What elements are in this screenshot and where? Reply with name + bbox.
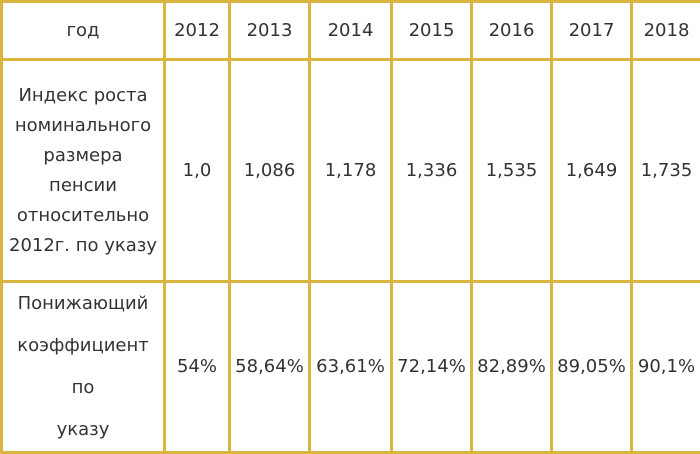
row-label: Индекс роста номинального размера пенсии… — [2, 60, 165, 282]
table-cell: 72,14% — [392, 282, 472, 453]
table-row: Индекс роста номинального размера пенсии… — [2, 60, 700, 282]
header-cell: 2013 — [230, 2, 310, 60]
header-cell: 2017 — [552, 2, 632, 60]
table-cell: 82,89% — [472, 282, 552, 453]
table-cell: 1,735 — [632, 60, 700, 282]
header-cell: 2014 — [310, 2, 392, 60]
header-cell: год — [2, 2, 165, 60]
row-label: Понижающий коэффициент по указу — [2, 282, 165, 453]
header-cell: 2018 — [632, 2, 700, 60]
header-cell: 2015 — [392, 2, 472, 60]
table-cell: 1,086 — [230, 60, 310, 282]
table-cell: 58,64% — [230, 282, 310, 453]
table-cell: 54% — [165, 282, 230, 453]
table-cell: 1,0 — [165, 60, 230, 282]
table-cell: 1,535 — [472, 60, 552, 282]
table-cell: 1,178 — [310, 60, 392, 282]
header-cell: 2016 — [472, 2, 552, 60]
table-cell: 63,61% — [310, 282, 392, 453]
table-cell: 90,1% — [632, 282, 700, 453]
table-cell: 89,05% — [552, 282, 632, 453]
table-cell: 1,336 — [392, 60, 472, 282]
table-cell: 1,649 — [552, 60, 632, 282]
header-cell: 2012 — [165, 2, 230, 60]
